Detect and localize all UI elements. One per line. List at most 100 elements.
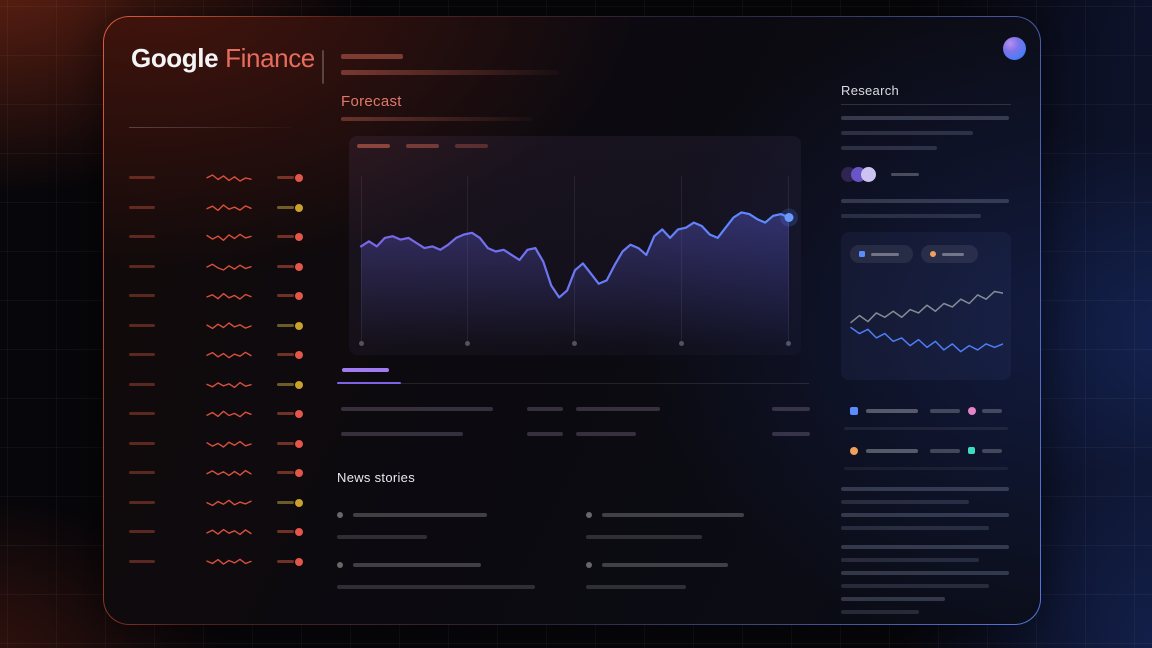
status-dot	[295, 528, 303, 536]
watchlist-row[interactable]	[129, 458, 319, 488]
skeleton-line	[841, 597, 945, 601]
bullet-icon	[586, 562, 592, 568]
ticker-placeholder	[129, 382, 155, 386]
status-dot	[295, 262, 303, 271]
watchlist-row[interactable]	[129, 340, 319, 370]
filter-pill-secondary[interactable]	[921, 245, 978, 263]
research-title: Research	[841, 83, 900, 98]
change-placeholder	[277, 294, 294, 297]
research-chart-card[interactable]	[841, 232, 1011, 380]
forecast-chart[interactable]	[349, 136, 801, 355]
watchlist-row[interactable]	[129, 222, 319, 252]
venn-diagram-icon	[841, 167, 877, 182]
status-dot	[295, 380, 303, 389]
watchlist	[129, 163, 319, 576]
table-row[interactable]	[337, 428, 813, 442]
status-dot	[295, 469, 303, 477]
table-cell-placeholder	[527, 432, 563, 436]
table-cell-placeholder	[772, 432, 810, 436]
change-placeholder	[277, 471, 294, 474]
news-story-item[interactable]	[337, 562, 547, 590]
watchlist-row[interactable]	[129, 370, 319, 400]
skeleton-line	[341, 117, 533, 121]
watchlist-row[interactable]	[129, 281, 319, 311]
watchlist-row[interactable]	[129, 252, 319, 282]
blue-square-icon	[859, 251, 865, 257]
change-placeholder	[277, 264, 294, 268]
filter-pill-primary[interactable]	[850, 245, 913, 263]
sparkline-icon	[206, 288, 252, 304]
watchlist-row[interactable]	[129, 193, 319, 223]
headline-placeholder	[353, 513, 487, 517]
watchlist-row[interactable]	[129, 547, 319, 577]
legend-value-placeholder	[930, 449, 960, 453]
watchlist-row[interactable]	[129, 163, 319, 193]
list-divider	[844, 467, 1008, 470]
legend-blue-square-icon	[850, 407, 858, 415]
sparkline-icon	[206, 347, 252, 363]
ticker-placeholder	[129, 441, 155, 445]
sparkline-icon	[206, 406, 252, 422]
subline-placeholder	[337, 535, 427, 539]
chart-tab[interactable]	[342, 368, 389, 372]
legend-label-placeholder	[866, 409, 918, 413]
change-placeholder	[277, 441, 294, 445]
sparkline-icon	[206, 524, 252, 540]
skeleton-line	[891, 173, 919, 176]
status-dot	[295, 557, 303, 566]
sparkline-icon	[206, 554, 252, 570]
status-dot	[295, 439, 303, 448]
skeleton-line	[841, 610, 919, 614]
orange-dot-icon	[930, 251, 936, 257]
legend-teal-square-icon	[968, 447, 975, 454]
user-avatar[interactable]	[1003, 37, 1026, 60]
watchlist-row[interactable]	[129, 311, 319, 341]
subline-placeholder	[586, 535, 702, 539]
news-story-item[interactable]	[337, 512, 547, 540]
ticker-placeholder	[129, 353, 155, 356]
news-story-item[interactable]	[586, 562, 796, 590]
pill-label-placeholder	[942, 252, 964, 256]
subline-placeholder	[586, 585, 686, 589]
legend-value-placeholder	[930, 409, 960, 413]
table-cell-placeholder	[527, 407, 563, 411]
skeleton-line	[841, 199, 1009, 203]
legend-row[interactable]	[841, 405, 1011, 417]
table-row[interactable]	[337, 403, 813, 417]
venn-circle-light	[861, 167, 876, 182]
ticker-placeholder	[129, 412, 155, 415]
ticker-placeholder	[129, 471, 155, 474]
research-divider	[841, 104, 1011, 105]
headline-placeholder	[353, 563, 481, 567]
legend-row[interactable]	[841, 445, 1011, 457]
change-placeholder	[277, 205, 294, 209]
change-placeholder	[277, 235, 294, 238]
skeleton-line	[841, 558, 979, 562]
status-dot	[295, 410, 303, 418]
skeleton-line	[841, 513, 1009, 517]
watchlist-row[interactable]	[129, 429, 319, 459]
news-story-item[interactable]	[586, 512, 796, 540]
watchlist-row[interactable]	[129, 399, 319, 429]
sparkline-icon	[206, 495, 252, 511]
ticker-placeholder	[129, 559, 155, 563]
ticker-placeholder	[129, 264, 155, 268]
watchlist-row[interactable]	[129, 517, 319, 547]
change-placeholder	[277, 382, 294, 386]
chart-legend-placeholder	[406, 144, 439, 148]
app-window: Google Finance Forecast News stories Rese…	[104, 17, 1040, 624]
status-dot	[295, 292, 303, 300]
watchlist-row[interactable]	[129, 488, 319, 518]
sparkline-icon	[206, 436, 252, 452]
ticker-placeholder	[129, 500, 155, 504]
change-placeholder	[277, 176, 294, 179]
skeleton-line	[841, 116, 1009, 120]
skeleton-line	[841, 584, 989, 588]
headline-placeholder	[602, 513, 744, 517]
table-cell-placeholder	[576, 407, 660, 411]
change-placeholder	[277, 353, 294, 356]
ticker-placeholder	[129, 176, 155, 179]
bullet-icon	[337, 512, 343, 518]
skeleton-line	[841, 487, 1009, 491]
